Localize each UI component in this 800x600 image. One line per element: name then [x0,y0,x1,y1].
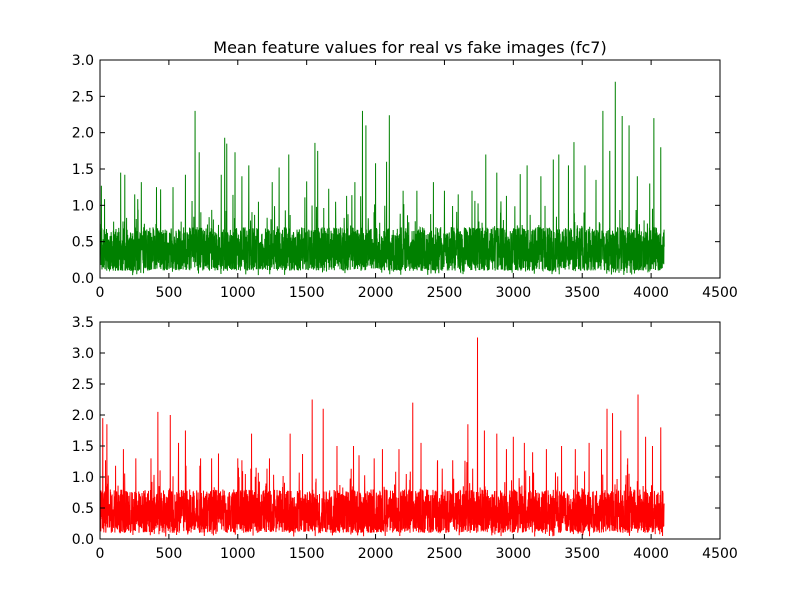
x-tick-label: 1000 [220,285,256,301]
series-line-2-1 [99,337,665,537]
x-tick-label: 2500 [427,546,463,562]
axes-frame [99,321,721,540]
x-tick-label: 3000 [496,285,532,301]
y-tick-label: 1.5 [72,162,94,178]
x-tick-label: 4500 [702,285,738,301]
y-tick-label: 3.0 [72,53,94,69]
x-tick-label: 3500 [564,285,600,301]
x-tick-label: 500 [156,285,183,301]
subplot-2: 0 500 1000 1500 2000 2500 3000 3500 4000 4500 0.0 0… [72,315,738,562]
x-tick-label: 2500 [427,285,463,301]
x-tick-label: 500 [156,546,183,562]
y-tick-label: 1.0 [72,198,94,214]
subplots: 0 500 1000 1500 2000 2500 3000 3500 4000 45000.00… [72,53,738,562]
x-tick-label: 4000 [633,546,669,562]
x-tick-label: 2000 [358,285,394,301]
x-tick-label: 3000 [496,546,532,562]
y-tick-label: 0.5 [72,235,94,251]
y-tick-label: 3.0 [72,346,94,362]
y-tick-label: 0.0 [72,532,94,548]
x-tick-label: 0 [96,546,105,562]
y-tick-label: 1.5 [72,439,94,455]
y-tick-label: 0.5 [72,501,94,517]
y-tick-label: 1.0 [72,470,94,486]
y-tick-label: 2.0 [72,408,94,424]
x-tick-label: 1500 [289,546,325,562]
y-tick-label: 2.5 [72,89,94,105]
figure-title: Mean feature values for real vs fake ima… [213,38,606,57]
y-tick-label: 3.5 [72,315,94,331]
y-tick-label: 0.0 [72,271,94,287]
y-tick-label: 2.0 [72,126,94,142]
y-tick-label: 2.5 [72,377,94,393]
x-tick-label: 4500 [702,546,738,562]
x-tick-label: 4000 [633,285,669,301]
series-line-1-1 [99,81,665,276]
x-tick-label: 0 [96,285,105,301]
x-tick-label: 1500 [289,285,325,301]
subplot-1: 0 500 1000 1500 2000 2500 3000 3500 4000 4500 0.0 0… [72,53,738,301]
x-tick-label: 3500 [564,546,600,562]
x-tick-label: 2000 [358,546,394,562]
x-tick-label: 1000 [220,546,256,562]
